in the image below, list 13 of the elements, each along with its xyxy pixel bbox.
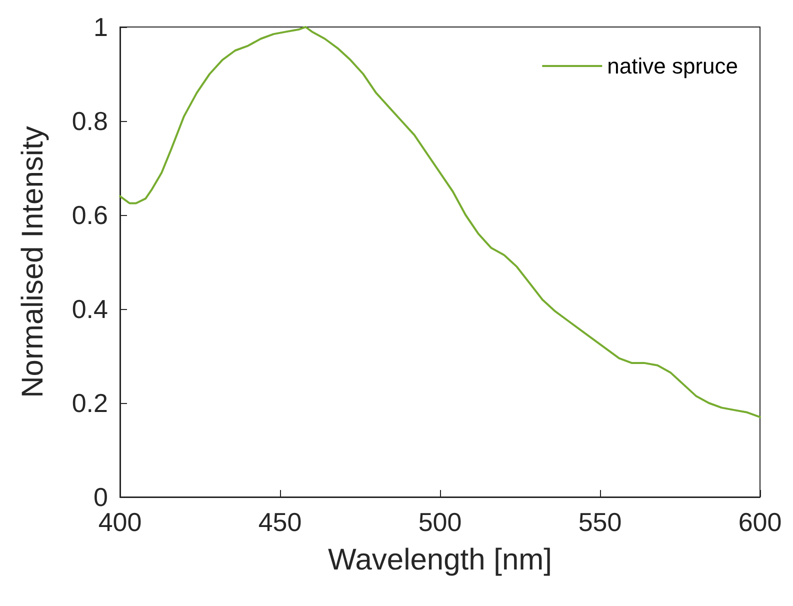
- x-axis-title: Wavelength [nm]: [328, 544, 552, 576]
- y-tick-label: 0.6: [72, 200, 108, 230]
- y-tick-label: 0.2: [72, 388, 108, 418]
- x-tick-label: 500: [418, 507, 462, 537]
- legend-label: native spruce: [607, 54, 738, 78]
- x-tick-label: 550: [578, 507, 622, 537]
- x-tick-label: 450: [258, 507, 302, 537]
- line-series: [119, 26, 761, 418]
- y-tick-label: 0.8: [72, 106, 108, 136]
- y-tick-label: 0.4: [72, 294, 108, 324]
- y-axis-title: Normalised Intensity: [16, 126, 50, 398]
- x-tick-label: 600: [738, 507, 782, 537]
- y-tick-label: 1: [94, 12, 108, 42]
